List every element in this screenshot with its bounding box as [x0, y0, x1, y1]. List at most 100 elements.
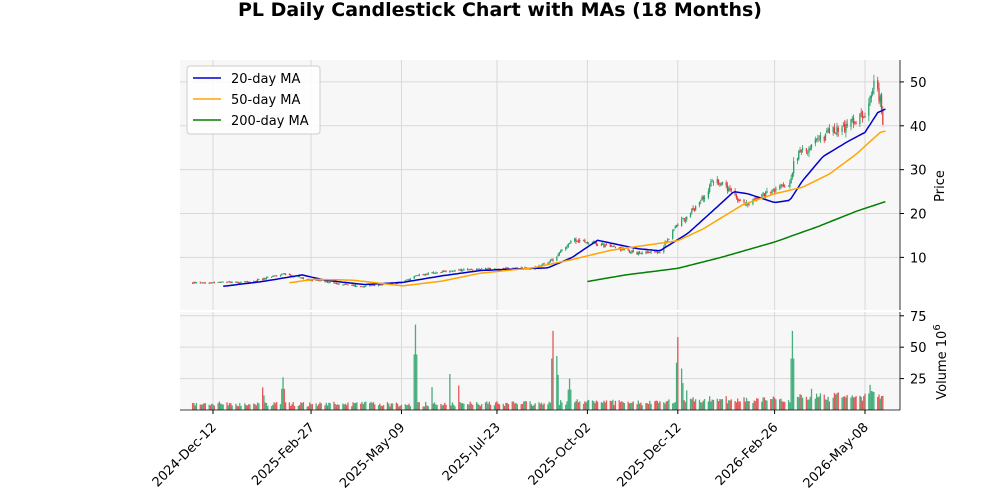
volume-bar	[525, 401, 527, 410]
candle-body	[734, 190, 736, 196]
candle-body	[249, 281, 251, 283]
candle-body	[244, 281, 246, 283]
volume-bar	[761, 401, 763, 410]
volume-bar	[441, 405, 443, 410]
candle-body	[444, 271, 446, 272]
volume-bar	[666, 400, 669, 410]
volume-bar	[575, 401, 577, 410]
volume-bar	[814, 398, 816, 410]
candle-body	[561, 249, 563, 252]
volume-bar	[422, 406, 424, 410]
candle-body	[833, 127, 836, 133]
candle-body	[486, 268, 488, 270]
volume-bar	[659, 401, 661, 410]
volume-bar	[645, 403, 647, 410]
volume-bar	[819, 393, 822, 410]
candle-body	[784, 186, 786, 188]
candle-body	[231, 281, 233, 283]
volume-bar	[663, 402, 665, 410]
volume-bar	[265, 403, 268, 410]
legend-label: 200-day MA	[231, 114, 309, 129]
volume-bar	[380, 405, 382, 410]
candle-body	[845, 124, 847, 133]
candle-body	[352, 284, 354, 286]
volume-bar	[677, 337, 679, 410]
candle-body	[868, 103, 870, 116]
candle-body	[842, 124, 844, 126]
volume-bar	[391, 403, 394, 410]
candle-body	[801, 147, 804, 150]
candle-body	[475, 269, 478, 271]
volume-bar	[267, 405, 269, 410]
volume-bar	[372, 402, 375, 410]
volume-bar	[824, 399, 827, 410]
volume-bar	[523, 401, 525, 410]
volume-bar	[747, 401, 749, 410]
volume-bars	[191, 324, 884, 410]
volume-bar	[230, 403, 232, 410]
volume-bar	[675, 362, 678, 410]
volume-bar	[781, 401, 783, 410]
volume-bar	[320, 403, 322, 410]
volume-bar	[477, 403, 479, 410]
candle-body	[739, 200, 741, 201]
volume-bar	[646, 403, 648, 410]
volume-bar	[855, 396, 857, 410]
x-tick-label: 2025-Jul-23	[440, 420, 504, 484]
candle-body	[818, 139, 820, 141]
volume-bar	[638, 403, 641, 410]
volume-bar	[641, 405, 643, 410]
volume-bar	[655, 400, 657, 410]
candle-body	[756, 198, 758, 199]
volume-bar	[582, 403, 585, 410]
candle-body	[237, 282, 240, 284]
candle-body	[650, 251, 652, 253]
volume-bar	[628, 403, 631, 410]
candle-body	[641, 252, 643, 255]
volume-bar	[354, 402, 357, 410]
candle-body	[700, 200, 702, 202]
volume-bar	[263, 395, 265, 410]
candle-body	[632, 250, 634, 253]
candle-body	[552, 259, 554, 261]
volume-bar	[756, 398, 758, 410]
volume-bar	[833, 392, 836, 410]
volume-bar	[496, 401, 498, 410]
volume-bar	[297, 405, 299, 410]
candle-body	[300, 277, 302, 279]
candle-body	[658, 252, 660, 253]
volume-bar	[505, 402, 507, 410]
volume-bar	[622, 402, 624, 410]
volume-bar	[765, 399, 767, 410]
candle-body	[789, 182, 791, 187]
volume-bar	[815, 393, 818, 410]
candle-body	[298, 276, 301, 278]
candle-body	[297, 276, 299, 278]
volume-bar	[414, 324, 417, 410]
candle-body	[432, 272, 434, 274]
candle-body	[791, 172, 794, 178]
candle-body	[273, 275, 275, 277]
volume-bar	[478, 405, 480, 410]
volume-bar	[623, 403, 625, 410]
volume-bar	[212, 404, 214, 410]
candle-body	[708, 185, 711, 192]
volume-bar	[801, 397, 804, 410]
volume-bar	[361, 401, 363, 410]
volume-bar	[418, 402, 420, 410]
volume-bar	[200, 404, 203, 410]
volume-bar	[219, 403, 222, 410]
candle-body	[782, 184, 785, 187]
volume-bar	[283, 388, 285, 410]
candle-body	[698, 202, 701, 206]
candle-body	[560, 250, 562, 253]
candle-body	[253, 281, 255, 283]
volume-bar	[377, 405, 380, 410]
volume-bar	[311, 404, 313, 410]
candle-body	[683, 218, 685, 221]
volume-bar	[682, 383, 684, 410]
volume-bar	[440, 403, 442, 410]
candle-body	[372, 284, 375, 286]
candle-body	[721, 182, 724, 185]
